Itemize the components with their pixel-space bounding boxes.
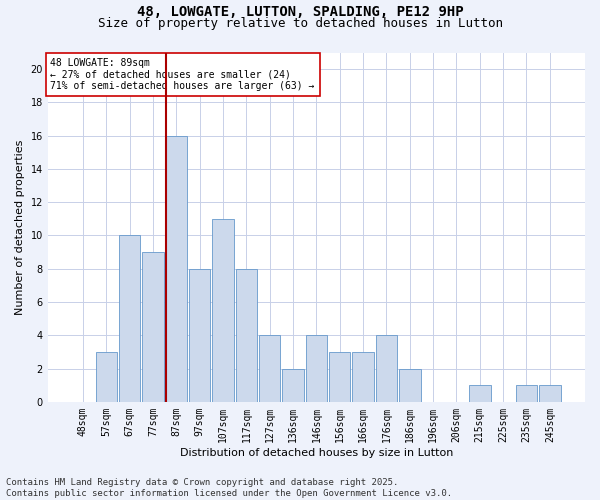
Bar: [469, 385, 491, 402]
Bar: [376, 336, 397, 402]
Bar: [119, 236, 140, 402]
Bar: [236, 269, 257, 402]
Bar: [352, 352, 374, 402]
Bar: [189, 269, 211, 402]
Text: 48 LOWGATE: 89sqm
← 27% of detached houses are smaller (24)
71% of semi-detached: 48 LOWGATE: 89sqm ← 27% of detached hous…: [50, 58, 315, 91]
Bar: [166, 136, 187, 402]
Bar: [142, 252, 164, 402]
Y-axis label: Number of detached properties: Number of detached properties: [15, 140, 25, 315]
Bar: [516, 385, 537, 402]
Text: 48, LOWGATE, LUTTON, SPALDING, PE12 9HP: 48, LOWGATE, LUTTON, SPALDING, PE12 9HP: [137, 5, 463, 19]
Bar: [399, 368, 421, 402]
Bar: [259, 336, 280, 402]
Bar: [95, 352, 117, 402]
Bar: [212, 219, 234, 402]
Bar: [283, 368, 304, 402]
Bar: [329, 352, 350, 402]
Bar: [305, 336, 327, 402]
Bar: [539, 385, 560, 402]
X-axis label: Distribution of detached houses by size in Lutton: Distribution of detached houses by size …: [180, 448, 453, 458]
Text: Size of property relative to detached houses in Lutton: Size of property relative to detached ho…: [97, 18, 503, 30]
Text: Contains HM Land Registry data © Crown copyright and database right 2025.
Contai: Contains HM Land Registry data © Crown c…: [6, 478, 452, 498]
